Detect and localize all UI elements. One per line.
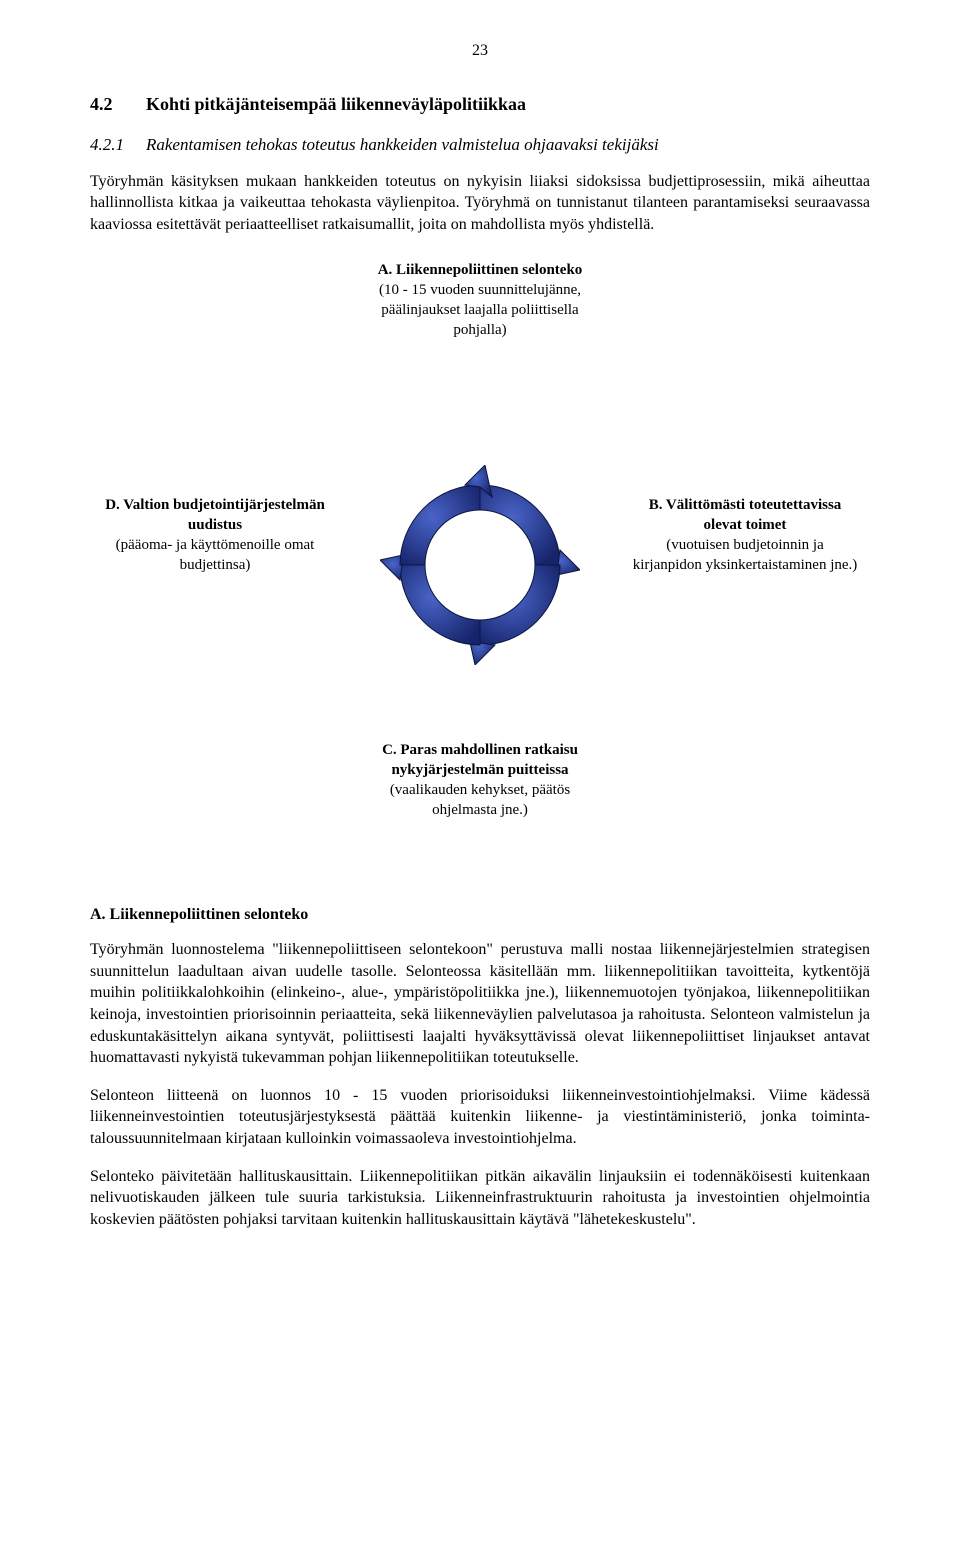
heading-4-2: 4.2Kohti pitkäjänteisempää liikenneväylä…	[90, 92, 870, 116]
diagram-b-sub: (vuotuisen budjetoinnin ja kirjanpidon y…	[630, 535, 860, 576]
diagram-box-c: C. Paras mahdollinen ratkaisu nykyjärjes…	[365, 740, 595, 821]
diagram-a-sub: (10 - 15 vuoden suunnittelujänne, päälin…	[365, 280, 595, 341]
heading-4-2-1-text: Rakentamisen tehokas toteutus hankkeiden…	[146, 135, 659, 154]
para-a2: Selonteon liitteenä on luonnos 10 - 15 v…	[90, 1085, 870, 1150]
diagram-box-b: B. Välittömästi toteutettavissa olevat t…	[630, 495, 860, 576]
heading-4-2-num: 4.2	[90, 92, 146, 116]
subheading-a: A. Liikennepoliittinen selonteko	[90, 904, 870, 926]
diagram-box-d: D. Valtion budjetointi­järjestelmän uudi…	[100, 495, 330, 576]
para-a1: Työryhmän luonnostelema "liikennepoliitt…	[90, 939, 870, 1069]
intro-paragraph: Työryhmän käsityksen mukaan hankkeiden t…	[90, 171, 870, 236]
heading-4-2-text: Kohti pitkäjänteisempää liikenneväyläpol…	[146, 94, 526, 114]
diagram-b-title: B. Välittömästi toteutettavissa olevat t…	[630, 495, 860, 536]
diagram-box-a: A. Liikennepoliittinen selonteko (10 - 1…	[365, 260, 595, 341]
diagram-c-title: C. Paras mahdollinen ratkaisu nykyjärjes…	[365, 740, 595, 781]
page-number: 23	[90, 40, 870, 62]
diagram-c-sub: (vaalikauden kehykset, päätös ohjelmasta…	[365, 780, 595, 821]
diagram-a-title: A. Liikennepoliittinen selonteko	[365, 260, 595, 280]
diagram-d-title: D. Valtion budjetointi­järjestelmän uudi…	[100, 495, 330, 536]
cycle-diagram: A. Liikennepoliittinen selonteko (10 - 1…	[90, 260, 870, 880]
cycle-arrows-icon	[380, 465, 580, 665]
heading-4-2-1-num: 4.2.1	[90, 134, 146, 157]
diagram-d-sub: (pääoma- ja käyttö­menoille omat budjett…	[100, 535, 330, 576]
heading-4-2-1: 4.2.1Rakentamisen tehokas toteutus hankk…	[90, 134, 870, 157]
para-a3: Selonteko päivitetään hallituskausittain…	[90, 1166, 870, 1231]
